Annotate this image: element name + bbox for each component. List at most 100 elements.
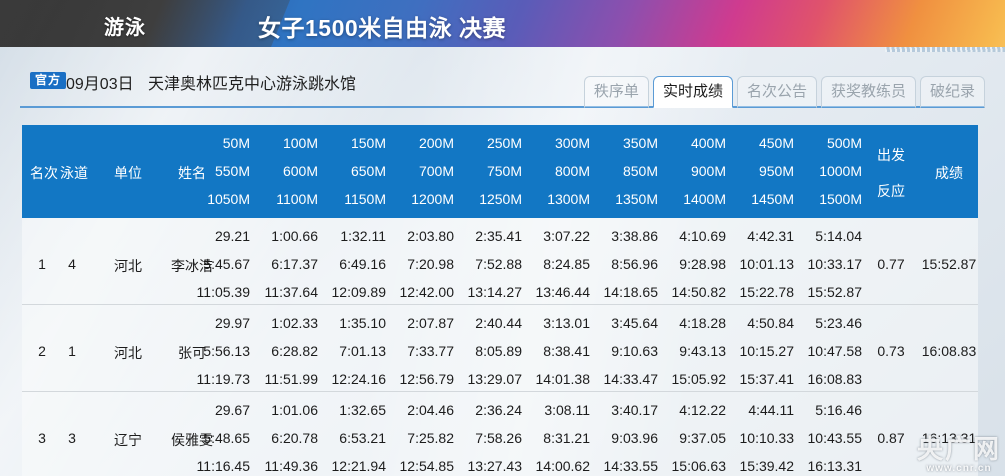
cell-split: 14:01.38 bbox=[535, 371, 591, 387]
cell-split: 10:15.27 bbox=[739, 343, 795, 359]
cell-split: 16:08.83 bbox=[807, 371, 863, 387]
cell-split: 11:19.73 bbox=[196, 371, 250, 387]
tab-1[interactable]: 实时成绩 bbox=[652, 76, 733, 108]
cell-split: 14:33.47 bbox=[603, 371, 659, 387]
cell-split: 9:43.13 bbox=[679, 343, 726, 359]
cell-split: 6:28.82 bbox=[271, 343, 318, 359]
header-split-900M: 900M bbox=[690, 163, 726, 179]
header-split-500M: 500M bbox=[826, 135, 862, 151]
cell-team: 辽宁 bbox=[114, 432, 142, 448]
cell-split: 12:56.79 bbox=[399, 371, 455, 387]
header-split-600M: 600M bbox=[282, 163, 318, 179]
cell-split: 11:16.45 bbox=[196, 458, 250, 474]
cell-name: 侯雅雯 bbox=[171, 432, 213, 448]
banner-sport-label: 游泳 bbox=[104, 17, 146, 39]
cell-name: 李冰洁 bbox=[171, 258, 213, 274]
cell-split: 7:25.82 bbox=[407, 430, 454, 446]
cell-split: 5:23.46 bbox=[815, 315, 862, 331]
table-row[interactable]: 3 3 辽宁 侯雅雯 29.67 1:01.06 1:32.65 2:04.46 2:36.24… bbox=[22, 392, 978, 476]
cell-split: 11:51.99 bbox=[264, 371, 318, 387]
cell-split: 4:44.11 bbox=[748, 402, 794, 418]
cell-lane: 3 bbox=[68, 430, 76, 446]
cell-split: 8:31.21 bbox=[543, 430, 590, 446]
cell-split: 8:24.85 bbox=[543, 256, 590, 272]
cell-split: 11:37.64 bbox=[264, 284, 318, 300]
cell-split: 11:49.36 bbox=[264, 458, 318, 474]
header-split-1500M: 1500M bbox=[819, 191, 862, 207]
cell-split: 8:05.89 bbox=[475, 343, 522, 359]
cell-split: 10:47.58 bbox=[807, 343, 863, 359]
header-lane: 泳道 bbox=[60, 165, 88, 181]
cell-split: 14:33.55 bbox=[603, 458, 659, 474]
cell-reaction: 0.87 bbox=[877, 430, 905, 446]
cell-split: 3:13.01 bbox=[543, 315, 590, 331]
cell-split: 1:35.10 bbox=[339, 315, 386, 331]
cell-split: 4:18.28 bbox=[679, 315, 726, 331]
cell-split: 7:33.77 bbox=[407, 343, 454, 359]
header-split-400M: 400M bbox=[690, 135, 726, 151]
header-split-1150M: 1150M bbox=[344, 191, 386, 207]
header-split-800M: 800M bbox=[554, 163, 590, 179]
cell-split: 6:17.37 bbox=[271, 256, 318, 272]
cell-team: 河北 bbox=[114, 345, 142, 361]
header-split-550M: 550M bbox=[214, 163, 250, 179]
header-split-350M: 350M bbox=[622, 135, 658, 151]
cell-split: 6:53.21 bbox=[339, 430, 386, 446]
table-row[interactable]: 2 1 河北 张可 29.97 1:02.33 1:35.10 2:07.87 2:40.44 3… bbox=[22, 305, 978, 392]
cell-split: 1:01.06 bbox=[271, 402, 318, 418]
cell-lane: 1 bbox=[68, 343, 76, 359]
cell-split: 4:10.69 bbox=[679, 228, 726, 244]
cell-split: 9:37.05 bbox=[679, 430, 726, 446]
header-split-950M: 950M bbox=[758, 163, 794, 179]
cell-split: 12:24.16 bbox=[331, 371, 387, 387]
cell-split: 16:13.31 bbox=[807, 458, 863, 474]
cell-result: 16:13.31 bbox=[921, 430, 977, 446]
cell-split: 15:05.92 bbox=[671, 371, 727, 387]
header-reaction-line2: 反应 bbox=[877, 183, 905, 199]
cell-split: 3:38.86 bbox=[611, 228, 658, 244]
header-split-750M: 750M bbox=[486, 163, 522, 179]
event-banner: 游泳 女子1500米自由泳 决赛 bbox=[0, 0, 1005, 47]
cell-split: 13:14.27 bbox=[467, 284, 523, 300]
header-split-650M: 650M bbox=[350, 163, 386, 179]
tab-3[interactable]: 获奖教练员 bbox=[820, 76, 916, 108]
cell-split: 7:20.98 bbox=[407, 256, 454, 272]
cell-rank: 1 bbox=[38, 256, 46, 272]
header-split-1050M: 1050M bbox=[207, 191, 250, 207]
tab-bar: 秩序单 实时成绩 名次公告 获奖教练员 破纪录 bbox=[583, 76, 985, 108]
cell-split: 6:49.16 bbox=[339, 256, 386, 272]
cell-split: 29.97 bbox=[214, 315, 250, 331]
cell-split: 9:28.98 bbox=[679, 256, 726, 272]
header-reaction-line1: 出发 bbox=[877, 147, 905, 163]
cell-split: 12:21.94 bbox=[331, 458, 387, 474]
cell-name: 张可 bbox=[178, 345, 206, 361]
cell-split: 29.67 bbox=[214, 402, 250, 418]
cell-split: 1:32.11 bbox=[340, 228, 386, 244]
cell-split: 2:36.24 bbox=[475, 402, 522, 418]
cell-split: 7:52.88 bbox=[475, 256, 522, 272]
cell-split: 5:48.65 bbox=[203, 430, 250, 446]
results-table: 名次 泳道 单位 姓名 50M 100M 150M 200M 250M 300M 350M 400M 4… bbox=[22, 125, 978, 476]
cell-split: 15:37.41 bbox=[739, 371, 795, 387]
cell-split: 1:02.33 bbox=[271, 315, 318, 331]
tab-2[interactable]: 名次公告 bbox=[736, 76, 817, 108]
cell-split: 2:40.44 bbox=[475, 315, 522, 331]
cell-split: 7:01.13 bbox=[339, 343, 386, 359]
header-split-1400M: 1400M bbox=[683, 191, 726, 207]
cell-split: 14:18.65 bbox=[603, 284, 659, 300]
cell-split: 12:42.00 bbox=[399, 284, 455, 300]
cell-split: 5:45.67 bbox=[203, 256, 250, 272]
cell-team: 河北 bbox=[114, 258, 142, 274]
header-split-700M: 700M bbox=[418, 163, 454, 179]
tab-4[interactable]: 破纪录 bbox=[919, 76, 985, 108]
cell-split: 15:06.63 bbox=[671, 458, 727, 474]
cell-split: 8:38.41 bbox=[543, 343, 590, 359]
cell-rank: 3 bbox=[38, 430, 46, 446]
tab-0[interactable]: 秩序单 bbox=[583, 76, 649, 108]
header-team: 单位 bbox=[114, 165, 142, 181]
header-split-850M: 850M bbox=[622, 163, 658, 179]
cell-rank: 2 bbox=[38, 343, 46, 359]
cell-split: 10:01.13 bbox=[739, 256, 795, 272]
header-split-1300M: 1300M bbox=[547, 191, 590, 207]
table-row[interactable]: 1 4 河北 李冰洁 29.21 1:00.66 1:32.11 2:03.80 2:35.41… bbox=[22, 218, 978, 305]
